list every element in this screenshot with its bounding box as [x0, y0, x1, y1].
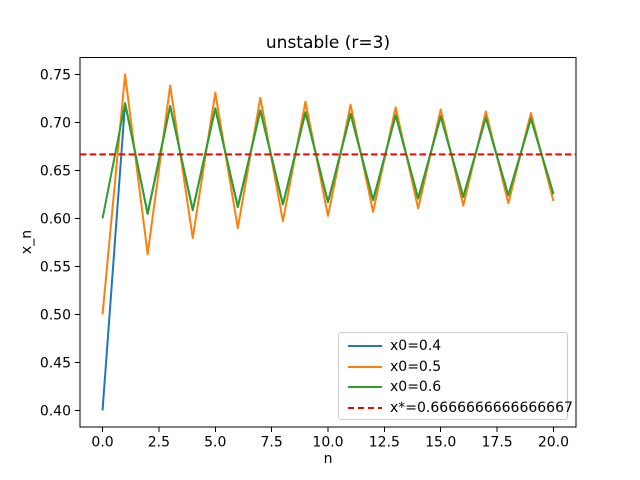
series-line-x0-0-6: [101, 102, 555, 219]
y-axis-label: x_n: [19, 229, 35, 255]
y-tick-label: 0.40: [40, 403, 71, 419]
x-axis-label: n: [323, 451, 333, 467]
x-tick-label: 15.0: [425, 435, 456, 451]
legend-item-x0-0-6: x0=0.6: [348, 377, 567, 398]
legend-line-sample: [348, 386, 382, 389]
legend-label-x0-0-4: x0=0.4: [390, 338, 442, 355]
y-tick-label: 0.45: [40, 355, 71, 371]
y-tick-label: 0.65: [40, 163, 71, 179]
y-tick-label: 0.75: [40, 67, 71, 83]
x-tick-label: 10.0: [312, 435, 343, 451]
legend-item-x0-0-4: x0=0.4: [348, 336, 567, 357]
x-tick-label: 12.5: [369, 435, 400, 451]
x-tick-label: 20.0: [538, 435, 569, 451]
legend-label-x0-0-5: x0=0.5: [390, 358, 442, 375]
legend-line-sample: [348, 406, 382, 409]
legend-item-x0-0-5: x0=0.5: [348, 357, 567, 378]
legend-label-x-star: x*=0.6666666666666667: [390, 399, 573, 416]
legend-line-sample: [348, 345, 382, 348]
legend-line-sample: [348, 365, 382, 368]
legend: x0=0.4 x0=0.5 x0=0.6 x*=0.66666666666666…: [338, 332, 573, 420]
x-tick-label: 7.5: [261, 435, 283, 451]
y-tick-label: 0.50: [40, 307, 71, 323]
y-tick-label: 0.55: [40, 259, 71, 275]
x-tick-label: 0.0: [91, 435, 113, 451]
legend-swatch-orange-line: [348, 364, 382, 370]
legend-item-x-star: x*=0.6666666666666667: [348, 398, 573, 419]
x-tick-label: 5.0: [204, 435, 226, 451]
x-tick-label: 2.5: [148, 435, 170, 451]
y-tick-label: 0.60: [40, 211, 71, 227]
chart-title: unstable (r=3): [265, 33, 391, 53]
legend-swatch-green-line: [348, 384, 382, 390]
legend-label-x0-0-6: x0=0.6: [390, 379, 442, 396]
legend-swatch-blue-line: [348, 343, 382, 349]
x-tick-label: 17.5: [482, 435, 513, 451]
y-tick-label: 0.70: [40, 115, 71, 131]
legend-swatch-red-dashed-line: [348, 405, 382, 411]
